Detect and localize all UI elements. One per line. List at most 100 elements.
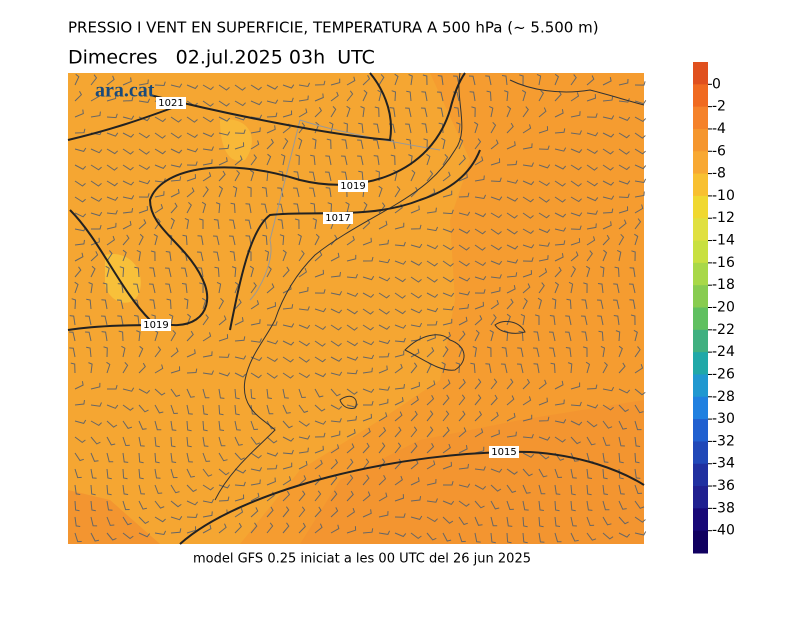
wind-barb [421, 123, 428, 134]
wind-barb [266, 84, 279, 90]
wind-barb [522, 434, 534, 439]
wind-barb [458, 516, 468, 526]
wind-barb [442, 461, 453, 470]
wind-barb [362, 509, 372, 518]
wind-barb [426, 207, 437, 214]
wind-barb [490, 411, 499, 422]
wind-barb [570, 92, 580, 102]
wind-barb [106, 404, 119, 409]
wind-barb [634, 420, 642, 431]
wind-barb [91, 224, 102, 230]
wind-barb [442, 276, 454, 283]
wind-barb [616, 249, 622, 262]
wind-barb [250, 479, 261, 486]
wind-barb [69, 315, 76, 326]
wind-barb [506, 313, 511, 326]
wind-barb [234, 336, 246, 342]
wind-barb [106, 516, 115, 526]
wind-barb [346, 76, 356, 86]
wind-barb [134, 315, 140, 326]
wind-barb [586, 196, 599, 202]
wind-barb [570, 130, 582, 135]
wind-barb [532, 347, 540, 358]
wind-barb [602, 96, 614, 102]
wind-barb [202, 132, 215, 138]
wind-barb [282, 506, 290, 518]
wind-barb [554, 516, 561, 527]
wind-barb [250, 420, 259, 431]
wind-barb [426, 426, 434, 438]
wind-barb [218, 468, 230, 476]
wind-barb [490, 314, 497, 326]
wind-barb [330, 324, 342, 331]
wind-barb [458, 394, 466, 406]
wind-barb [441, 361, 446, 374]
colorbar-tick-label: -32 [712, 433, 735, 449]
wind-barb [133, 283, 140, 294]
wind-barb [214, 266, 220, 278]
wind-barb [202, 388, 210, 399]
wind-barb [533, 331, 540, 342]
wind-barb [330, 271, 341, 278]
wind-barb [455, 362, 461, 374]
wind-barb [74, 266, 82, 278]
wind-barb [266, 356, 278, 363]
wind-barb [149, 267, 156, 278]
wind-barb [372, 139, 380, 150]
wind-barb [506, 179, 519, 184]
wind-barb [250, 282, 257, 294]
wind-barb [506, 196, 519, 202]
wind-barb [346, 324, 358, 331]
wind-barb [282, 476, 292, 486]
wind-barb [330, 418, 342, 423]
wind-barb [266, 452, 279, 457]
wind-barb [170, 500, 182, 508]
wind-barb [554, 436, 566, 443]
wind-barb [394, 426, 402, 438]
wind-barb [615, 330, 621, 342]
wind-barb [122, 220, 132, 230]
wind-barb [122, 96, 134, 102]
wind-barb [186, 116, 198, 123]
wind-barb [565, 347, 572, 358]
wind-barb [122, 362, 129, 374]
wind-barb [474, 301, 485, 310]
wind-barb [362, 75, 371, 86]
wind-barb [266, 372, 278, 379]
wind-barb [373, 123, 380, 134]
wind-barb [74, 196, 86, 203]
wind-barb [329, 121, 334, 134]
wind-barb [74, 164, 87, 170]
wind-barb [378, 74, 385, 86]
wind-barb [506, 259, 519, 264]
wind-barb [117, 315, 124, 326]
wind-barb [250, 100, 263, 106]
wind-barb [602, 132, 615, 138]
wind-barb [186, 174, 197, 182]
wind-barb [363, 400, 374, 406]
wind-barb [122, 387, 135, 392]
wind-barb [490, 394, 498, 406]
wind-barb [250, 127, 261, 134]
wind-barb [410, 260, 423, 266]
wind-barb [517, 347, 524, 358]
wind-barb [373, 155, 380, 166]
wind-barb [168, 313, 174, 326]
wind-barb [282, 436, 295, 442]
wind-barb [282, 110, 293, 118]
wind-barb [522, 180, 535, 186]
wind-barb [266, 506, 274, 518]
wind-barb [474, 428, 484, 438]
wind-barb [378, 386, 390, 391]
wind-barb [231, 266, 237, 278]
wind-barb [122, 180, 135, 186]
wind-barb [634, 178, 647, 184]
wind-barb [330, 490, 338, 502]
wind-barb [389, 107, 396, 118]
wind-barb [634, 500, 645, 509]
wind-barb [485, 75, 492, 86]
wind-barb [138, 468, 144, 480]
wind-barb [170, 148, 183, 154]
wind-barb [90, 111, 101, 118]
wind-barb [474, 532, 481, 543]
